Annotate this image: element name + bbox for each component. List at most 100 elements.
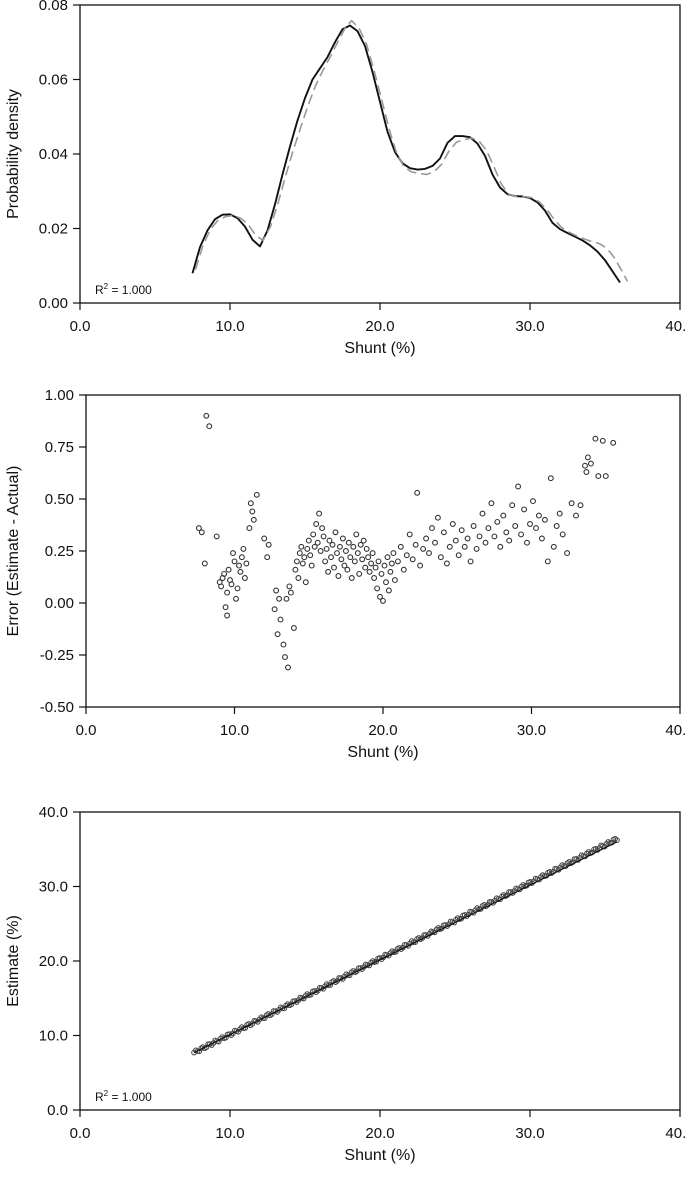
scatter-point <box>237 568 244 575</box>
scatter-point <box>194 1048 201 1054</box>
scatter-point <box>311 543 318 550</box>
chart-panel-2: 0.0 10.0 20.0 30.0 40.0 1.00 0.75 0.50 0.25 0.00 -… <box>5 387 685 761</box>
scatter-point <box>261 535 268 542</box>
x-tick-label: 20.0 <box>368 722 397 739</box>
scatter-point <box>234 585 241 592</box>
scatter-point <box>271 606 278 613</box>
scatter-point <box>527 521 533 527</box>
scatter-point <box>381 562 388 569</box>
x-tick-label: 10.0 <box>215 318 244 335</box>
x-tick-label: 30.0 <box>515 1125 544 1142</box>
scatter-point <box>486 899 493 905</box>
scatter-point <box>320 533 327 540</box>
scatter-point <box>380 597 386 604</box>
scatter-point <box>345 539 352 546</box>
scatter-point <box>394 558 401 565</box>
scatter-point <box>371 575 378 581</box>
scatter-point <box>296 550 303 557</box>
annotation-prefix: R <box>95 283 104 297</box>
annotation-value: = 1.000 <box>108 1090 152 1104</box>
scatter-point <box>353 531 360 538</box>
y-tick-label: -0.25 <box>40 647 74 664</box>
scatter-point <box>292 566 299 573</box>
scatter-point <box>225 566 232 573</box>
scatter-point <box>443 560 450 567</box>
scatter-point <box>293 558 300 565</box>
annotation-value: = 1.000 <box>108 283 152 297</box>
scatter-point <box>323 545 330 552</box>
scatter-point <box>344 566 351 573</box>
scatter-point <box>317 548 324 554</box>
y-tick-label: 0.25 <box>45 543 74 560</box>
x-tick-label: 0.0 <box>70 318 91 335</box>
scatter-point <box>195 525 202 532</box>
scatter-point <box>547 475 554 482</box>
scatter-point <box>241 575 248 581</box>
scatter-point <box>390 550 397 557</box>
x-tick-label: 20.0 <box>365 318 394 335</box>
scatter-point <box>280 641 287 648</box>
scatter-point <box>506 537 513 544</box>
scatter-point <box>420 545 427 552</box>
scatter-point <box>298 543 305 550</box>
scatter-point <box>518 531 525 538</box>
scatter-point <box>521 506 528 513</box>
scatter-point <box>347 554 354 561</box>
scatter-point <box>577 502 584 509</box>
scatter-point <box>213 533 220 540</box>
scatter-point <box>592 435 599 442</box>
x-tick-label: 30.0 <box>515 318 544 335</box>
scatter-point <box>336 543 343 550</box>
scatter-point <box>243 560 250 567</box>
y-tick-label: 1.00 <box>45 387 74 404</box>
y-tick-label: 20.0 <box>39 953 68 970</box>
scatter-point <box>384 554 391 561</box>
scatter-point <box>302 579 309 586</box>
scatter-point <box>429 525 435 532</box>
scatter-point <box>260 1015 266 1022</box>
scatter-point <box>231 558 238 565</box>
scatter-point <box>283 595 290 602</box>
scatter-point <box>362 564 369 571</box>
chart-panel-3: 0.0 10.0 20.0 30.0 40.0 0.0 10.0 20.0 30.0 40.0 Sh… <box>5 804 685 1164</box>
y-tick-label: 10.0 <box>39 1028 68 1045</box>
scatter-point <box>305 537 312 544</box>
scatter-point <box>372 564 379 571</box>
scatter-point <box>491 533 498 540</box>
scatter-point <box>461 543 468 550</box>
scatter-point <box>583 469 590 475</box>
scatter-point <box>568 500 575 507</box>
scatter-point <box>482 539 489 546</box>
scatter-point <box>553 523 560 529</box>
scatter-point <box>479 510 486 517</box>
y-tick-label: 0.00 <box>45 595 74 612</box>
scatter-point <box>246 525 253 532</box>
scatter-point <box>530 498 536 505</box>
scatter-point <box>473 545 480 552</box>
scatter-point <box>274 631 281 638</box>
scatter-point <box>378 570 385 577</box>
scatter-point <box>206 423 213 430</box>
scatter-point <box>360 537 367 544</box>
y-tick-label: 0.06 <box>39 72 68 89</box>
scatter-point <box>240 545 247 552</box>
scatter-point <box>253 491 260 498</box>
scatter-point <box>265 541 272 548</box>
scatter-point <box>559 531 566 538</box>
r-squared-annotation: R2 = 1.000 <box>95 282 152 297</box>
scatter-point <box>203 412 210 419</box>
scatter-point <box>277 616 284 623</box>
scatter-point <box>533 525 539 532</box>
scatter-point <box>455 552 462 559</box>
scatter-point <box>331 564 337 571</box>
scatter-point <box>329 541 336 548</box>
scatter-point <box>247 500 254 507</box>
scatter-point <box>470 523 477 529</box>
r-squared-annotation: R2 = 1.000 <box>95 1089 152 1104</box>
y-tick-label: 0.00 <box>39 295 68 312</box>
scatter-point <box>250 516 257 523</box>
scatter-point <box>299 560 306 567</box>
scatter-point <box>230 550 236 557</box>
scatter-point <box>556 510 563 517</box>
